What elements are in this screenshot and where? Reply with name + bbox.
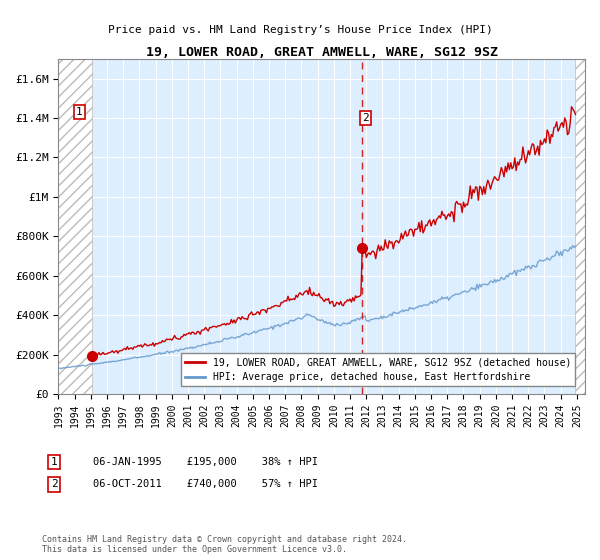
Bar	[575, 59, 585, 394]
Text: 06-OCT-2011    £740,000    57% ↑ HPI: 06-OCT-2011 £740,000 57% ↑ HPI	[93, 479, 318, 489]
Legend: 19, LOWER ROAD, GREAT AMWELL, WARE, SG12 9SZ (detached house), HPI: Average pric: 19, LOWER ROAD, GREAT AMWELL, WARE, SG12…	[181, 353, 575, 386]
Bar	[58, 59, 92, 394]
Text: 06-JAN-1995    £195,000    38% ↑ HPI: 06-JAN-1995 £195,000 38% ↑ HPI	[93, 457, 318, 467]
Text: 1: 1	[50, 457, 58, 467]
Text: Price paid vs. HM Land Registry’s House Price Index (HPI): Price paid vs. HM Land Registry’s House …	[107, 25, 493, 35]
Text: 2: 2	[362, 113, 369, 123]
Text: 2: 2	[50, 479, 58, 489]
Title: 19, LOWER ROAD, GREAT AMWELL, WARE, SG12 9SZ: 19, LOWER ROAD, GREAT AMWELL, WARE, SG12…	[146, 46, 498, 59]
Text: 1: 1	[76, 107, 83, 117]
Text: Contains HM Land Registry data © Crown copyright and database right 2024.
This d: Contains HM Land Registry data © Crown c…	[42, 535, 407, 554]
